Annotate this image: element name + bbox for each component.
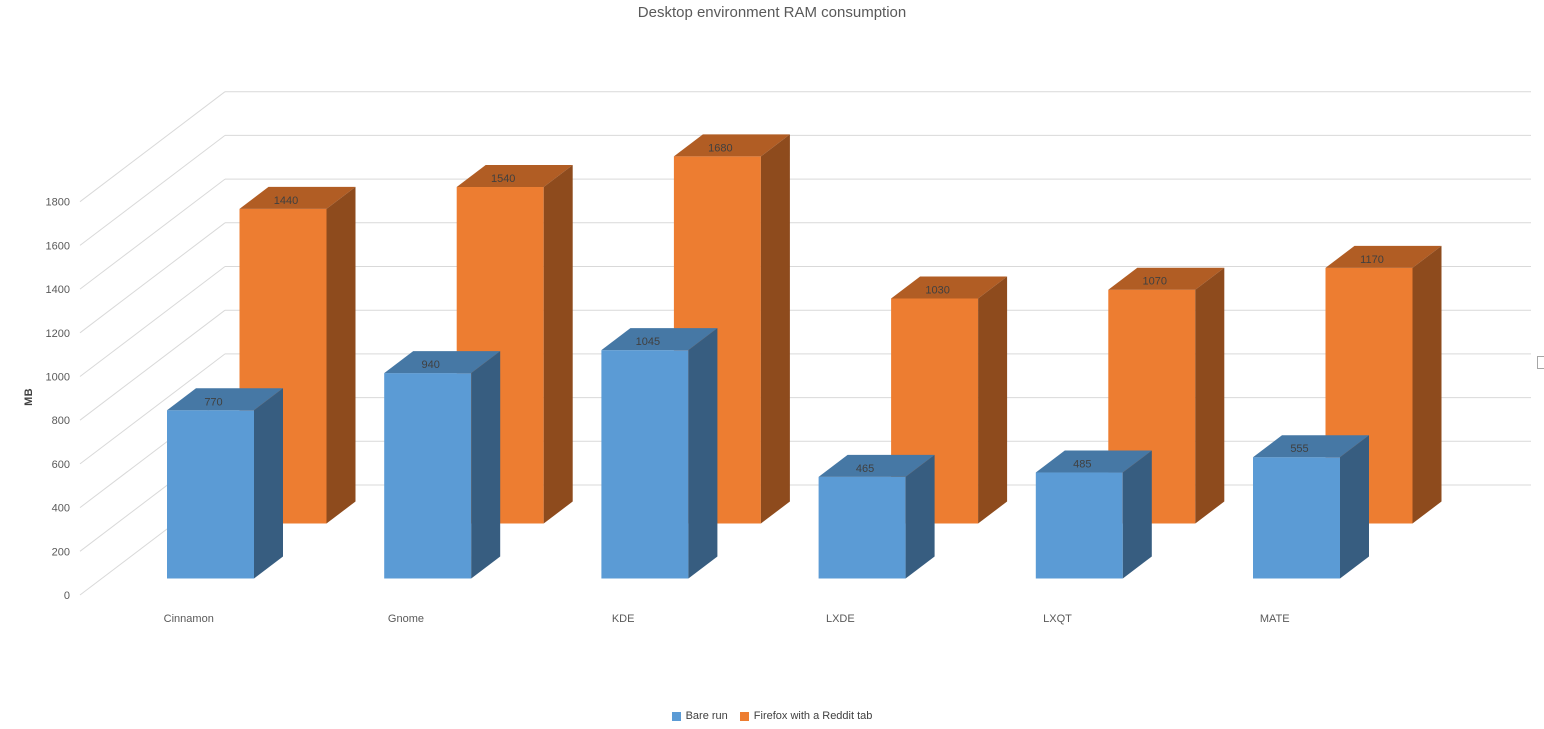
bar-top-face [239,186,356,209]
bar-front-face [167,410,254,579]
depth-gridline [79,222,226,334]
x-category-label: LXDE [826,613,855,625]
depth-gridline [79,178,226,290]
bar-value-label: 1070 [1143,276,1167,288]
legend-item-bare-run: Bare run [671,710,728,722]
depth-gridline [79,135,226,246]
bar-side-face [1122,450,1152,579]
bar-value-label: 1030 [925,284,949,296]
clipped-label-artifact [1537,356,1544,369]
bar-top-face [1035,450,1152,473]
bar-front-face [818,476,906,579]
bar-top-face [818,454,935,477]
depth-gridline [79,353,226,465]
depth-gridline [79,266,226,377]
bar-lxqt-bare-run [1035,450,1152,579]
bar-kde-bare-run [601,328,718,579]
bar-cinnamon-bare-run [167,388,283,579]
bar-value-label: 1680 [708,142,732,154]
bar-top-face [601,328,718,351]
bar-side-face [688,328,718,579]
bar-side-face [254,388,283,579]
bar-lxde-bare-run [818,454,935,579]
bar-value-label: 555 [1290,443,1308,455]
bar-side-face [1340,435,1369,579]
bar-top-face [1253,435,1369,458]
x-category-label: Cinnamon [164,613,214,625]
bar-value-label: 485 [1073,459,1091,471]
bar-front-face [1035,472,1123,579]
depth-gridline [79,91,226,203]
legend-swatch [671,711,681,721]
bar-value-label: 1170 [1360,254,1384,266]
bar-top-face [673,134,790,157]
bar-side-face [471,351,501,579]
bar-gnome-bare-run [384,351,501,579]
bar-value-label: 1540 [491,173,515,185]
bar-value-label: 1440 [274,195,298,207]
bar-side-face [543,165,573,524]
bar-front-face [1253,457,1340,579]
x-category-label: Gnome [388,613,424,625]
legend-label: Firefox with a Reddit tab [753,710,873,722]
bar-top-face [167,388,283,411]
y-tick-label: 600 [52,459,70,471]
y-tick-label: 0 [64,590,70,602]
y-tick-label: 400 [52,503,70,515]
chart-title: Desktop environment RAM consumption [637,4,907,21]
bar-mate-bare-run [1253,435,1369,579]
depth-gridline [79,309,226,421]
bar-side-face [1195,267,1225,524]
bar-side-face [760,134,790,524]
y-tick-label: 1200 [46,328,70,340]
bar-top-face [891,276,1008,299]
y-tick-label: 1000 [46,372,70,384]
legend-item-firefox-with-a-reddit-tab: Firefox with a Reddit tab [739,710,873,722]
y-tick-label: 1600 [46,240,70,252]
legend-label: Bare run [685,710,728,722]
y-tick-label: 1400 [46,284,70,296]
y-tick-label: 200 [52,546,70,558]
bar-lxde-firefox-with-a-reddit-tab [891,276,1008,524]
bar-value-label: 940 [422,359,440,371]
x-category-label: LXQT [1043,613,1072,625]
bar-value-label: 770 [204,396,222,408]
bar-side-face [326,186,356,524]
bar-value-label: 465 [856,463,874,475]
y-tick-label: 1800 [46,197,70,209]
bar-side-face [905,454,935,579]
legend-swatch [739,711,749,721]
bar-top-face [456,165,573,188]
bar-top-face [384,351,501,374]
bar-top-face [1325,245,1442,268]
bar-side-face [978,276,1008,524]
bar-top-face [1108,267,1225,290]
x-category-label: KDE [612,613,635,625]
bar-value-label: 1045 [636,336,660,348]
y-tick-label: 800 [52,415,70,427]
bar-front-face [384,373,472,579]
bar-side-face [1412,245,1442,524]
legend: Bare run Firefox with a Reddit tab [0,710,1544,722]
x-category-label: MATE [1260,613,1290,625]
bar-front-face [601,350,689,579]
